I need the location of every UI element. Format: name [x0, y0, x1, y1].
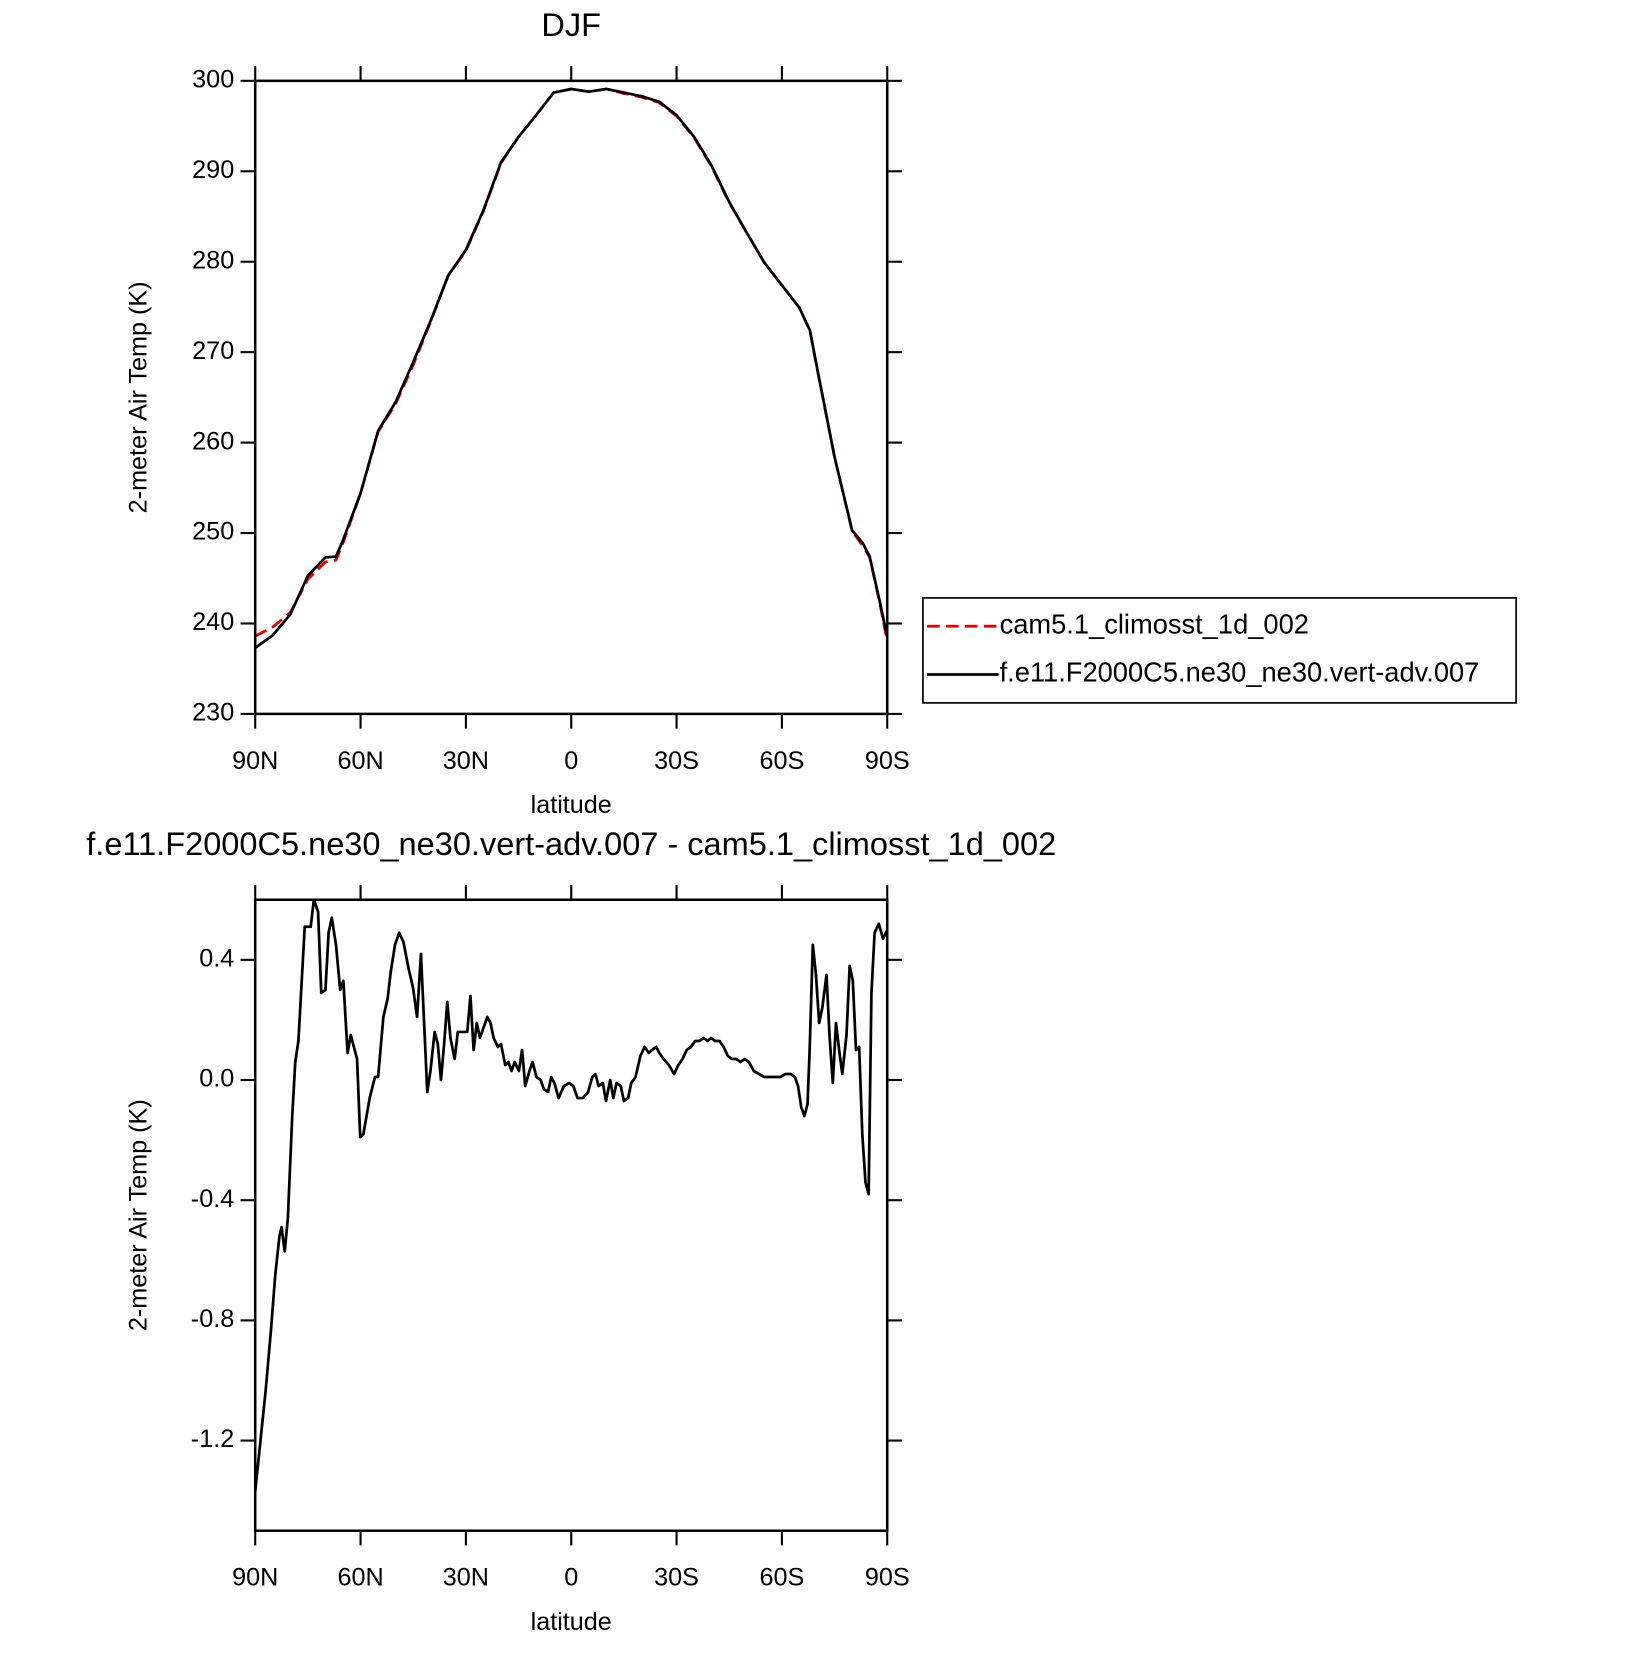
x-tick-label: 90S	[865, 1564, 910, 1592]
y-tick-label: -0.8	[191, 1305, 234, 1333]
y-tick-label: 290	[192, 156, 234, 184]
chart-title: f.e11.F2000C5.ne30_ne30.vert-adv.007 - c…	[86, 826, 1056, 862]
data-line	[254, 87, 889, 642]
data-line	[254, 87, 889, 650]
x-tick-label: 0	[564, 1564, 578, 1592]
plot-frame	[253, 898, 889, 1532]
x-tick-label: 60N	[337, 747, 383, 775]
y-tick-label: -1.2	[191, 1425, 234, 1453]
data-line	[253, 898, 889, 1492]
y-tick-label: 300	[192, 65, 234, 93]
x-axis-label: latitude	[531, 1608, 612, 1636]
y-tick-label: 280	[192, 246, 234, 274]
x-tick-label: 60S	[759, 1564, 804, 1592]
x-tick-label: 90N	[232, 1564, 278, 1592]
y-tick-label: 250	[192, 518, 234, 546]
x-tick-label: 60N	[337, 1564, 383, 1592]
x-axis-label: latitude	[531, 791, 612, 819]
y-tick-label: -0.4	[191, 1185, 234, 1213]
plot-frame	[253, 79, 889, 716]
legend-label: f.e11.F2000C5.ne30_ne30.vert-adv.007	[1000, 657, 1480, 688]
y-tick-label: 0.0	[199, 1065, 234, 1093]
legend-box	[922, 597, 1517, 704]
x-tick-label: 30N	[443, 1564, 489, 1592]
y-axis-label: 2-meter Air Temp (K)	[124, 281, 152, 513]
x-tick-label: 90N	[232, 747, 278, 775]
chart-title: DJF	[541, 7, 601, 43]
x-tick-label: 60S	[759, 747, 804, 775]
y-tick-label: 240	[192, 608, 234, 636]
x-tick-label: 30N	[443, 747, 489, 775]
x-tick-label: 30S	[654, 747, 699, 775]
legend-label: cam5.1_climosst_1d_002	[1000, 608, 1309, 639]
x-tick-label: 0	[564, 747, 578, 775]
y-tick-label: 260	[192, 427, 234, 455]
y-tick-label: 270	[192, 337, 234, 365]
x-tick-label: 90S	[865, 747, 910, 775]
y-tick-label: 230	[192, 699, 234, 727]
y-tick-label: 0.4	[199, 944, 234, 972]
y-axis-label: 2-meter Air Temp (K)	[124, 1099, 152, 1331]
x-tick-label: 30S	[654, 1564, 699, 1592]
